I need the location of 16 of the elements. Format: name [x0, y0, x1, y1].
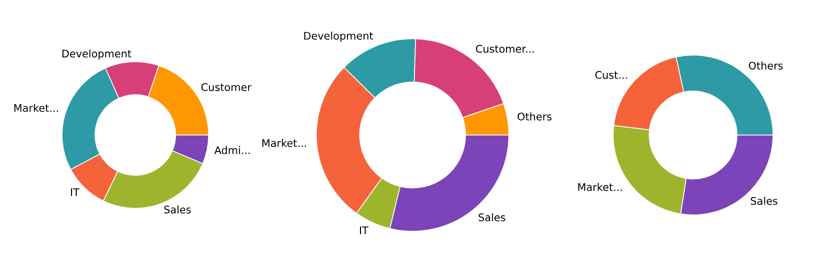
- slice-label: Admi...: [214, 146, 250, 154]
- slice-label: Sales: [750, 196, 778, 205]
- slice-label: Market...: [14, 104, 58, 112]
- slice-label: Sales: [164, 205, 191, 214]
- slice-label: Development: [304, 32, 374, 42]
- slice-label: IT: [360, 226, 368, 234]
- slice-label: Sales: [478, 213, 506, 222]
- slice-label: Development: [62, 49, 132, 60]
- slice-label: Customer: [201, 83, 252, 92]
- slice-label: Market...: [578, 182, 622, 192]
- slice-label: Others: [518, 112, 552, 120]
- slice-label: IT: [71, 188, 80, 196]
- slice-label: Cust...: [595, 70, 627, 79]
- slice-label: Market...: [262, 138, 306, 147]
- slice-label: Others: [748, 62, 783, 70]
- slice-label: Customer...: [476, 44, 534, 53]
